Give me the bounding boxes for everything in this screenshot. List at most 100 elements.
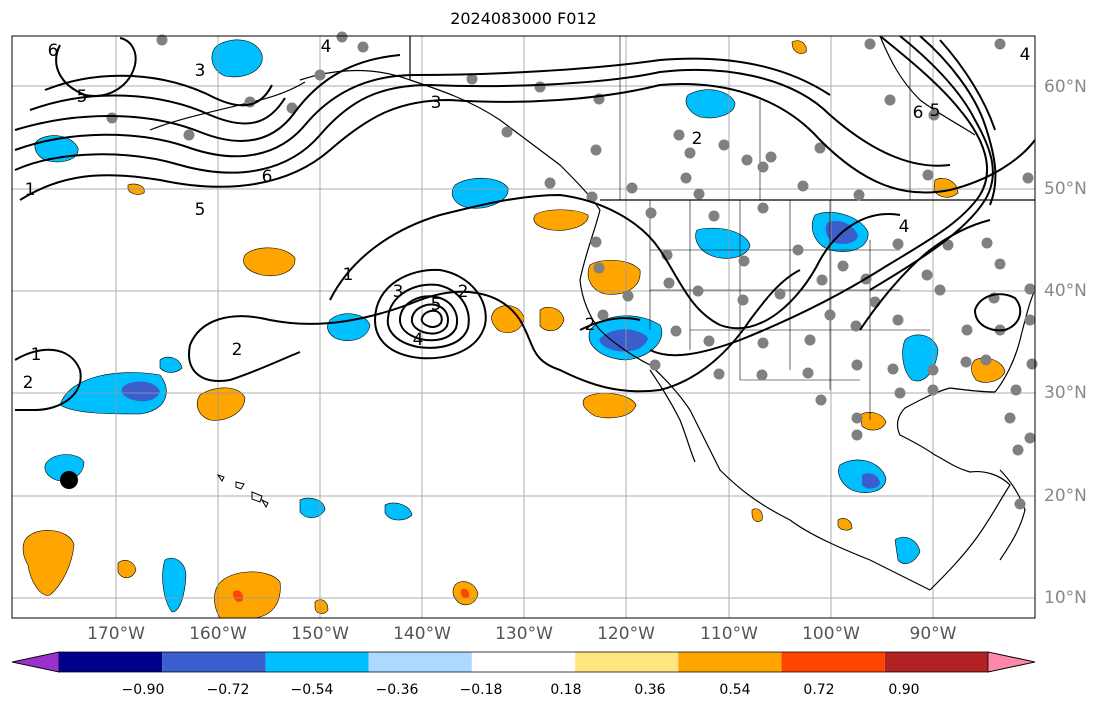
contour-5-north [29, 94, 286, 125]
lon-label: 150°W [291, 624, 349, 644]
lon-label: 110°W [700, 624, 758, 644]
yucatan [999, 469, 1026, 561]
contour-label: 5 [930, 101, 941, 121]
orange-blob-5 [491, 305, 525, 333]
contour-label: 1 [343, 265, 354, 285]
lon-label: 120°W [597, 624, 655, 644]
colorbar-tick-label: −0.72 [206, 682, 250, 698]
contour-east-1 [859, 219, 991, 331]
west-coast-na [579, 209, 931, 591]
blue-blob-canada [685, 89, 736, 119]
lat-label: 50°N [1044, 179, 1087, 199]
lat-label: 30°N [1044, 383, 1087, 403]
orange-blob-15 [791, 40, 807, 54]
contour-label: 2 [458, 282, 469, 302]
lon-label: 90°W [909, 624, 957, 644]
contour-ne-4 [939, 39, 996, 131]
contour-low-1 [373, 268, 487, 360]
contour-label: 4 [413, 330, 424, 350]
lat-label: 40°N [1044, 281, 1087, 301]
orange-blob-17 [837, 518, 853, 531]
contour-low-2 [386, 283, 470, 349]
blue-blob-ne-pacific [211, 39, 263, 78]
contour-low-5 [420, 309, 443, 328]
contour-labels: 6 5 4 3 2 1 1 2 3 5 4 2 6 5 2 4 1 2 6 5 … [23, 37, 1031, 393]
contour-label: 2 [232, 340, 243, 360]
contour-east-loop [973, 293, 1022, 332]
orange-blob-9-hot [233, 590, 244, 602]
contour-ne-1 [649, 35, 989, 357]
hudson-area [879, 35, 976, 136]
orange-blob-11 [117, 560, 137, 579]
orange-blob-9 [214, 571, 281, 619]
alaska-coast [299, 69, 601, 211]
contour-2-pacific [189, 269, 801, 393]
colorbar-segment [471, 652, 576, 672]
contour-label: 4 [321, 37, 332, 57]
lon-label: 100°W [802, 624, 860, 644]
contour-1-pacific [14, 348, 82, 411]
orange-blob-7 [582, 392, 637, 419]
contour-label: 2 [585, 315, 596, 335]
lat-label: 60°N [1044, 77, 1087, 97]
colorbar-segment [368, 652, 472, 672]
orange-blob-6 [539, 307, 565, 332]
blue-blob-small-1 [299, 497, 326, 519]
colorbar [11, 651, 1036, 673]
hawaiian-islands [216, 474, 269, 509]
contour-ne-3 [919, 35, 997, 206]
contour-1-north [19, 83, 1036, 201]
colorbar-outline [11, 651, 1036, 673]
lon-label: 140°W [393, 624, 451, 644]
contour-low-3 [398, 295, 458, 342]
contour-label: 2 [23, 373, 34, 393]
contour-label: 3 [431, 93, 442, 113]
lon-label: 160°W [189, 624, 247, 644]
contour-label: 5 [195, 200, 206, 220]
orange-blob-1 [243, 247, 296, 277]
contour-label: 4 [1020, 45, 1031, 65]
contour-label: 5 [77, 87, 88, 107]
contour-label: 3 [195, 61, 206, 81]
coastlines [149, 35, 1036, 591]
blue-blob-gulf-alaska [451, 177, 509, 209]
colorbar-tick-label: −0.36 [375, 682, 419, 698]
contour-nw-loop [55, 37, 137, 97]
colorbar-segment [575, 652, 679, 672]
colorbar-segment [162, 652, 266, 672]
baja [649, 369, 696, 463]
contour-label: 4 [899, 217, 910, 237]
blue-blob-small-3 [162, 557, 187, 613]
contour-low-4 [410, 303, 449, 335]
colorbar-segment [781, 652, 885, 672]
east-coast [994, 289, 1036, 393]
colorbar-tick-label: −0.54 [290, 682, 334, 698]
blue-blob-rockies [695, 227, 751, 259]
station-markers [106, 31, 1038, 510]
orange-blob-12 [971, 357, 1006, 383]
orange-blob-8 [22, 530, 75, 596]
colorbar-tick-label: 0.90 [888, 682, 920, 698]
contour-6-north [44, 74, 273, 107]
colorbar-tick-label: 0.18 [550, 682, 582, 698]
contour-3-north [14, 57, 831, 158]
orange-blob-4 [533, 209, 589, 231]
contour-socal [579, 317, 641, 331]
contour-label: 5 [431, 295, 442, 315]
lon-label: 130°W [495, 624, 553, 644]
contour-2-north [14, 68, 951, 174]
orange-blob-13 [859, 412, 887, 431]
colorbar-tick-label: −0.18 [459, 682, 503, 698]
colorbar-tick-label: 0.72 [803, 682, 835, 698]
colorbar-segment [884, 652, 988, 672]
contour-4-north [14, 54, 401, 143]
contour-label: 1 [31, 345, 42, 365]
colorbar-tick-label: 0.36 [634, 682, 666, 698]
contour-label: 2 [692, 129, 703, 149]
blue-blob-pacific-mid [327, 313, 371, 341]
orange-blob-19 [751, 508, 763, 522]
orange-blob-2 [197, 387, 246, 421]
contour-label: 6 [48, 41, 59, 61]
state-borders [619, 36, 930, 420]
